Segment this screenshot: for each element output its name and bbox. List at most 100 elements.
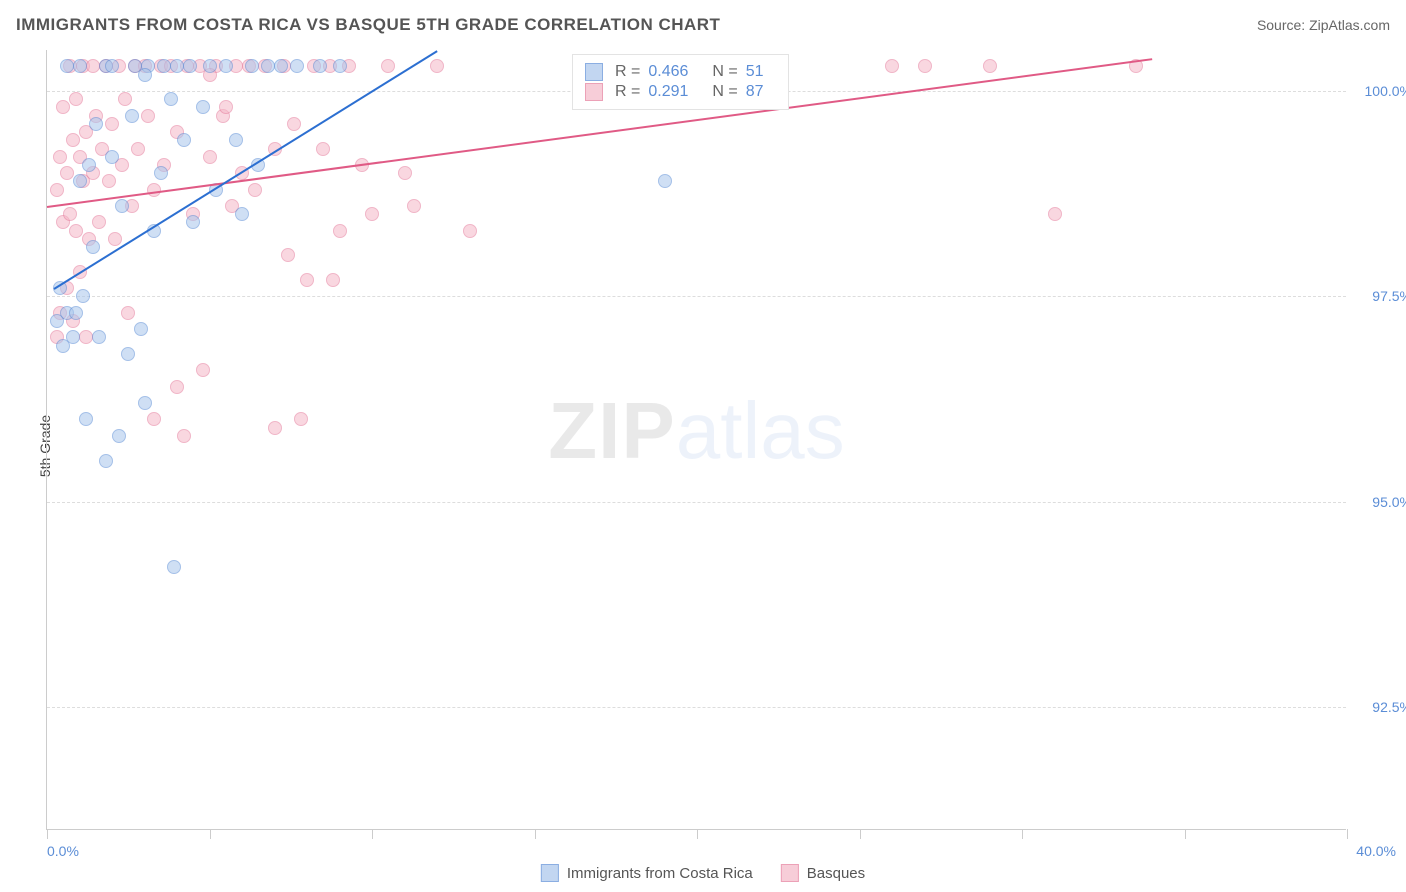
scatter-point-b [300, 273, 314, 287]
chart-title: IMMIGRANTS FROM COSTA RICA VS BASQUE 5TH… [16, 15, 720, 35]
scatter-point-a [313, 59, 327, 73]
scatter-point-b [63, 207, 77, 221]
gridline-h [47, 502, 1346, 503]
scatter-point-a [86, 240, 100, 254]
scatter-point-b [121, 306, 135, 320]
n-value-b: 87 [746, 83, 764, 101]
scatter-point-b [365, 207, 379, 221]
scatter-point-b [69, 224, 83, 238]
chart-header: IMMIGRANTS FROM COSTA RICA VS BASQUE 5TH… [0, 0, 1406, 40]
scatter-point-a [134, 322, 148, 336]
scatter-point-b [60, 166, 74, 180]
scatter-point-a [274, 59, 288, 73]
scatter-point-a [138, 396, 152, 410]
scatter-point-a [333, 59, 347, 73]
scatter-point-a [125, 109, 139, 123]
scatter-point-b [147, 183, 161, 197]
n-label-a: N = [712, 63, 737, 81]
source-name: ZipAtlas.com [1309, 17, 1390, 33]
scatter-point-b [398, 166, 412, 180]
scatter-point-b [287, 117, 301, 131]
chart-source: Source: ZipAtlas.com [1257, 17, 1390, 33]
scatter-point-a [105, 59, 119, 73]
scatter-point-b [219, 100, 233, 114]
r-value-b: 0.291 [648, 83, 688, 101]
scatter-point-b [92, 215, 106, 229]
scatter-point-b [983, 59, 997, 73]
x-tick [210, 829, 211, 839]
legend-label-a: Immigrants from Costa Rica [567, 865, 753, 882]
scatter-point-b [79, 330, 93, 344]
legend-swatch-a [541, 864, 559, 882]
scatter-point-a [73, 174, 87, 188]
scatter-point-a [164, 92, 178, 106]
scatter-point-b [105, 117, 119, 131]
x-tick [47, 829, 48, 839]
y-tick-label: 97.5% [1352, 288, 1406, 304]
chart-legend: Immigrants from Costa Rica Basques [541, 864, 865, 882]
y-tick-label: 92.5% [1352, 699, 1406, 715]
scatter-point-a [99, 454, 113, 468]
x-axis-max-label: 40.0% [1356, 843, 1396, 859]
y-tick-label: 95.0% [1352, 494, 1406, 510]
r-value-a: 0.466 [648, 63, 688, 81]
scatter-point-a [73, 59, 87, 73]
y-tick-label: 100.0% [1352, 83, 1406, 99]
scatter-point-b [131, 142, 145, 156]
scatter-point-a [170, 59, 184, 73]
r-label-a: R = [615, 63, 640, 81]
scatter-point-b [381, 59, 395, 73]
x-tick [372, 829, 373, 839]
watermark: ZIPatlas [548, 384, 844, 476]
scatter-point-b [885, 59, 899, 73]
scatter-point-b [56, 100, 70, 114]
stats-row-series-b: R = 0.291 N = 87 [585, 83, 776, 101]
scatter-point-a [261, 59, 275, 73]
scatter-point-b [170, 380, 184, 394]
scatter-point-a [658, 174, 672, 188]
scatter-point-a [235, 207, 249, 221]
scatter-point-b [66, 133, 80, 147]
source-prefix: Source: [1257, 17, 1309, 33]
scatter-point-b [316, 142, 330, 156]
scatter-point-a [138, 68, 152, 82]
scatter-chart: ZIPatlas R = 0.466 N = 51 R = 0.291 N = … [46, 50, 1346, 830]
scatter-point-b [463, 224, 477, 238]
scatter-point-a [154, 166, 168, 180]
x-tick [1347, 829, 1348, 839]
scatter-point-b [147, 412, 161, 426]
watermark-atlas: atlas [676, 385, 845, 474]
scatter-point-b [268, 421, 282, 435]
scatter-point-a [219, 59, 233, 73]
stats-row-series-a: R = 0.466 N = 51 [585, 63, 776, 81]
scatter-point-b [108, 232, 122, 246]
scatter-point-a [157, 59, 171, 73]
scatter-point-a [196, 100, 210, 114]
scatter-point-b [102, 174, 116, 188]
scatter-point-a [79, 412, 93, 426]
n-value-a: 51 [746, 63, 764, 81]
scatter-point-b [430, 59, 444, 73]
legend-item-b: Basques [781, 864, 865, 882]
x-axis-min-label: 0.0% [47, 843, 79, 859]
scatter-point-a [82, 158, 96, 172]
scatter-point-b [294, 412, 308, 426]
legend-item-a: Immigrants from Costa Rica [541, 864, 753, 882]
scatter-point-b [248, 183, 262, 197]
scatter-point-b [50, 183, 64, 197]
scatter-point-b [333, 224, 347, 238]
scatter-point-b [1048, 207, 1062, 221]
n-label-b: N = [712, 83, 737, 101]
swatch-series-a [585, 63, 603, 81]
legend-swatch-b [781, 864, 799, 882]
legend-label-b: Basques [807, 865, 865, 882]
scatter-point-a [112, 429, 126, 443]
scatter-point-a [203, 59, 217, 73]
x-tick [697, 829, 698, 839]
scatter-point-a [105, 150, 119, 164]
scatter-point-b [281, 248, 295, 262]
scatter-point-b [407, 199, 421, 213]
scatter-point-a [290, 59, 304, 73]
scatter-point-b [177, 429, 191, 443]
x-tick [1022, 829, 1023, 839]
